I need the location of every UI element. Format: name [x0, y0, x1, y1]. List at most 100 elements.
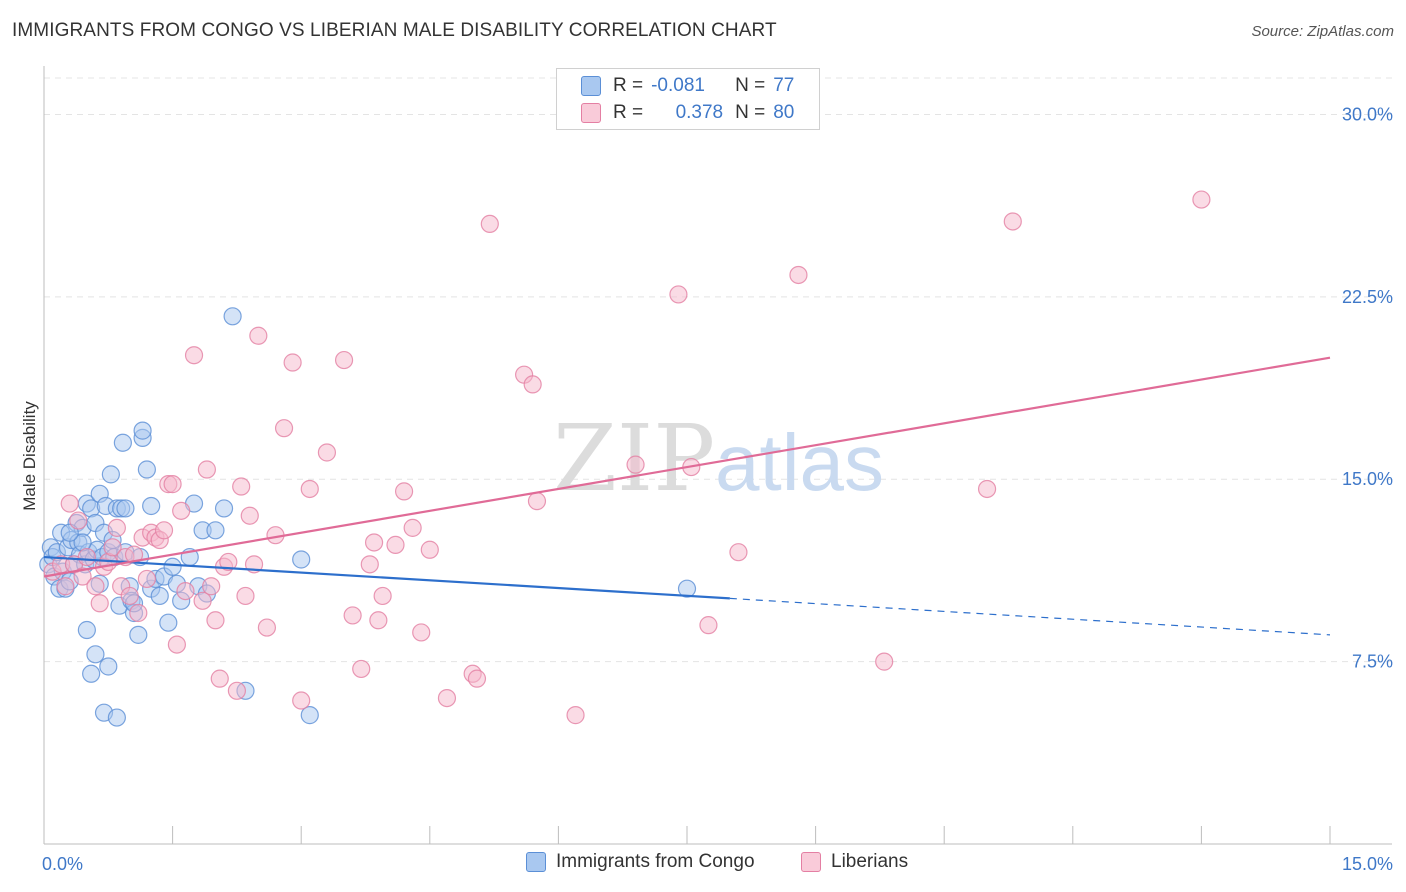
point-liberians: [137, 569, 156, 589]
point-liberians: [56, 577, 75, 596]
point-congo: [82, 664, 101, 683]
point-liberians: [69, 511, 88, 530]
y-tick-label: 22.5%: [1342, 287, 1393, 307]
stats-r-label: R =: [613, 75, 644, 96]
point-liberians: [729, 543, 748, 562]
point-liberians: [172, 501, 191, 520]
point-liberians: [789, 265, 808, 285]
legend-label-liberians: Liberians: [831, 851, 909, 872]
stats-n-value: 80: [773, 102, 795, 123]
point-congo: [206, 521, 225, 540]
stats-n-label: N =: [735, 75, 766, 96]
point-congo: [133, 421, 152, 440]
point-liberians: [699, 616, 718, 635]
point-liberians: [163, 475, 182, 494]
point-liberians: [107, 518, 126, 537]
point-liberians: [352, 659, 371, 679]
point-liberians: [669, 285, 688, 304]
point-liberians: [343, 606, 362, 625]
point-liberians: [77, 547, 96, 567]
trend-lines: [43, 356, 1331, 636]
point-congo: [223, 307, 242, 326]
point-liberians: [90, 594, 109, 613]
stats-n-value: 77: [773, 75, 795, 96]
point-liberians: [317, 443, 337, 462]
trend-line-congo-extension: [729, 597, 1331, 636]
point-liberians: [875, 652, 894, 671]
tick-labels: 7.5% 15.0% 22.5% 30.0% 0.0% 15.0%: [42, 104, 1393, 874]
point-liberians: [403, 518, 422, 537]
point-liberians: [219, 552, 238, 572]
point-congo: [159, 613, 178, 632]
point-liberians: [240, 506, 259, 525]
point-congo: [677, 579, 697, 598]
point-congo: [150, 586, 169, 606]
point-liberians: [292, 691, 311, 710]
trend-line-liberians: [43, 356, 1331, 578]
point-liberians: [274, 419, 294, 438]
point-liberians: [86, 577, 105, 596]
point-liberians: [334, 350, 354, 370]
point-liberians: [103, 538, 122, 557]
point-congo: [99, 657, 118, 676]
trend-line-congo: [43, 555, 730, 600]
point-liberians: [369, 611, 388, 630]
y-tick-label: 30.0%: [1342, 104, 1393, 124]
point-liberians: [236, 586, 255, 606]
point-congo: [101, 465, 120, 484]
point-congo: [129, 625, 148, 644]
point-liberians: [120, 586, 139, 606]
point-liberians: [73, 567, 92, 586]
point-liberians: [193, 591, 212, 610]
point-liberians: [300, 479, 319, 499]
watermark-atlas: atlas: [715, 418, 884, 507]
legend-swatch-pink: [801, 852, 821, 872]
point-liberians: [523, 375, 542, 394]
x-tick-label: 15.0%: [1342, 854, 1393, 874]
legend-item-liberians: Liberians: [801, 851, 908, 873]
point-congo: [214, 499, 234, 518]
point-congo: [137, 460, 156, 479]
stats-r-value: 0.378: [675, 102, 724, 123]
point-liberians: [527, 492, 547, 511]
y-tick-label: 7.5%: [1352, 652, 1393, 672]
y-axis-label: Male Disability: [20, 401, 39, 511]
point-congo: [292, 550, 311, 569]
point-congo: [163, 557, 182, 576]
point-liberians: [184, 346, 204, 365]
point-liberians: [227, 681, 246, 700]
axes: [43, 66, 1392, 845]
point-liberians: [60, 494, 79, 513]
point-liberians: [283, 353, 302, 372]
y-tick-label: 15.0%: [1342, 469, 1393, 489]
stats-r-label: R =: [613, 102, 644, 123]
point-liberians: [167, 635, 186, 654]
chart-title: IMMIGRANTS FROM CONGO VS LIBERIAN MALE D…: [12, 20, 777, 41]
stats-n-label: N =: [735, 102, 766, 123]
point-liberians: [566, 706, 585, 725]
point-liberians: [232, 477, 251, 496]
point-liberians: [257, 618, 277, 637]
point-liberians: [1192, 190, 1211, 209]
legend-label-congo: Immigrants from Congo: [556, 851, 755, 872]
point-congo: [107, 708, 126, 727]
point-liberians: [210, 669, 229, 688]
point-liberians: [394, 482, 414, 501]
legend-swatch-blue: [581, 76, 601, 96]
point-liberians: [129, 603, 148, 623]
point-liberians: [206, 611, 225, 630]
gridlines: [44, 77, 1392, 663]
stats-legend: R = -0.081 N = 77 R = 0.378 N = 80: [556, 68, 820, 130]
point-liberians: [249, 326, 268, 345]
point-liberians: [1003, 212, 1022, 231]
stats-r-value: -0.081: [651, 75, 705, 96]
point-liberians: [480, 214, 499, 234]
point-liberians: [154, 521, 174, 540]
point-congo: [77, 620, 96, 640]
stats-row-congo: R = -0.081 N = 77: [581, 74, 794, 98]
point-congo: [300, 706, 319, 725]
point-liberians: [626, 455, 645, 474]
point-congo: [116, 499, 135, 518]
point-congo: [86, 645, 105, 664]
